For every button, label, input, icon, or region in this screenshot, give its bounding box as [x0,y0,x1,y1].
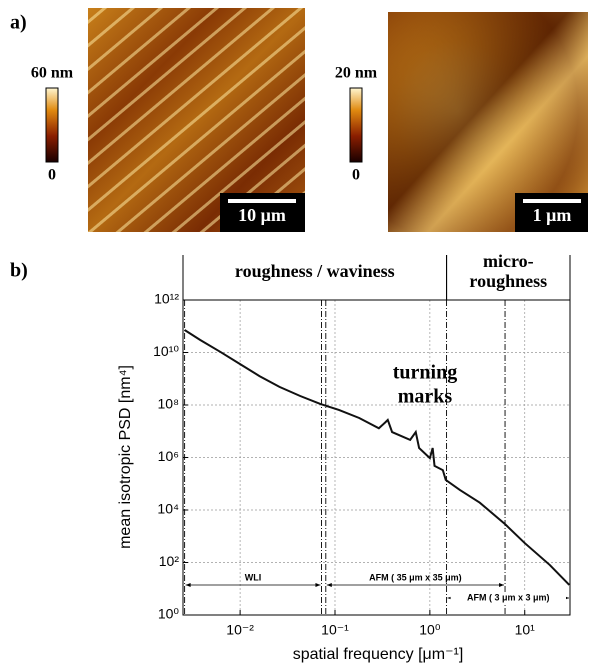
y-tick-label: 10¹² [154,291,179,307]
region-label: roughness [469,271,547,291]
range-label-bg [450,592,566,604]
y-tick-label: 10² [159,553,180,569]
colorbar-max: 60 nm [31,65,74,82]
region-label: roughness / waviness [235,261,395,281]
scale-bar [228,199,296,203]
annotation: turning [393,362,457,384]
x-axis-label: spatial frequency [μm⁻¹] [293,646,464,663]
psd-line [184,329,571,586]
range-label: AFM ( 35 μm x 35 μm) [369,572,462,582]
scale-bar [523,199,581,203]
colorbar-min: 0 [48,167,56,184]
y-tick-label: 10⁰ [158,606,180,622]
colorbar [45,87,59,163]
y-tick-label: 10⁴ [157,501,179,517]
scale-bar-label: 10 μm [238,205,286,225]
y-axis-label: mean isotropic PSD [nm⁴] [117,365,134,549]
colorbar-min: 0 [352,167,360,184]
annotation: marks [398,386,453,408]
y-tick-label: 10¹⁰ [153,343,179,359]
y-tick-label: 10⁸ [158,396,180,412]
x-tick-label: 10⁻¹ [321,622,349,638]
range-label: WLI [245,572,262,582]
x-tick-label: 10¹ [515,622,536,638]
y-tick-label: 10⁶ [158,448,179,464]
x-tick-label: 10⁻² [226,622,254,638]
colorbar-max: 20 nm [335,65,378,82]
panel-label: b) [10,260,28,282]
scale-bar-label: 1 μm [533,205,572,225]
colorbar [349,87,363,163]
range-label: AFM ( 3 μm x 3 μm) [467,592,550,602]
psd-chart: 10⁻² 10⁻¹ 10⁰ 10¹ 10⁰ 10² 10⁴ 10⁶ 10⁸ 10¹⁰ 10¹² rou… [153,251,571,638]
region-label: micro- [483,251,534,271]
x-tick-label: 10⁰ [419,622,441,638]
panel-label: a) [10,12,27,34]
